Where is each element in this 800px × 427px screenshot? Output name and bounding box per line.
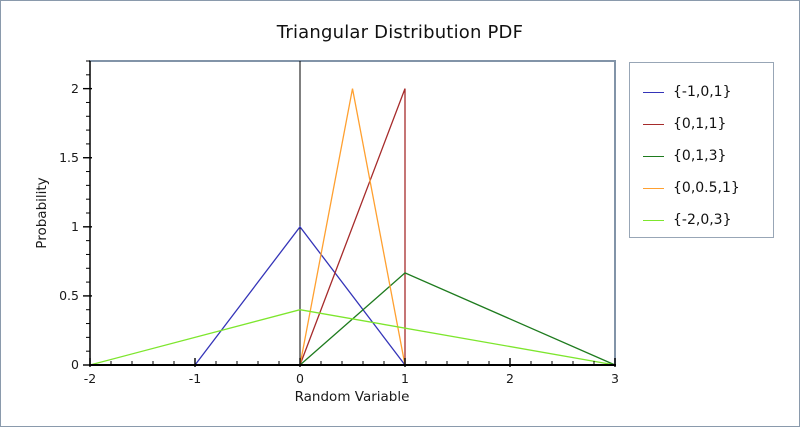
y-tick-label: 2 — [71, 81, 79, 96]
series-line-4 — [89, 309, 616, 366]
y-tick-label: 0.5 — [59, 288, 79, 303]
series-line-3 — [299, 88, 406, 366]
series-line-1 — [299, 88, 406, 366]
chart-title: Triangular Distribution PDF — [276, 22, 524, 43]
legend: {-1,0,1} {0,1,1} {0,1,3} {0,0.5,1} {-2,0,3} — [629, 62, 774, 238]
x-tick-label: -2 — [84, 371, 96, 386]
legend-label: {0,0.5,1} — [673, 180, 740, 196]
legend-swatch — [643, 219, 664, 221]
y-tick-label: 1 — [71, 219, 79, 234]
legend-swatch — [643, 123, 664, 125]
x-tick-label: 1 — [401, 371, 409, 386]
x-tick-label: 2 — [506, 371, 514, 386]
legend-item: {0,1,3} — [630, 140, 773, 172]
legend-label: {-1,0,1} — [673, 84, 732, 100]
legend-swatch — [643, 155, 664, 157]
legend-swatch — [643, 187, 664, 189]
x-tick-label: 0 — [296, 371, 304, 386]
x-tick-label: -1 — [189, 371, 201, 386]
legend-swatch — [643, 91, 664, 93]
legend-label: {-2,0,3} — [673, 212, 732, 228]
legend-label: {0,1,1} — [673, 116, 727, 132]
y-tick-label: 1.5 — [59, 150, 79, 165]
x-axis-label: Random Variable — [294, 389, 410, 405]
legend-label: {0,1,3} — [673, 148, 727, 164]
legend-item: {-2,0,3} — [630, 204, 773, 236]
y-tick-label: 0 — [71, 357, 79, 372]
legend-item: {-1,0,1} — [630, 76, 773, 108]
series-line-2 — [299, 272, 616, 366]
y-axis-label: Probability — [34, 177, 50, 249]
legend-item: {0,1,1} — [630, 108, 773, 140]
legend-item: {0,0.5,1} — [630, 172, 773, 204]
series-line-0 — [194, 225, 406, 366]
x-tick-label: 3 — [611, 371, 619, 386]
